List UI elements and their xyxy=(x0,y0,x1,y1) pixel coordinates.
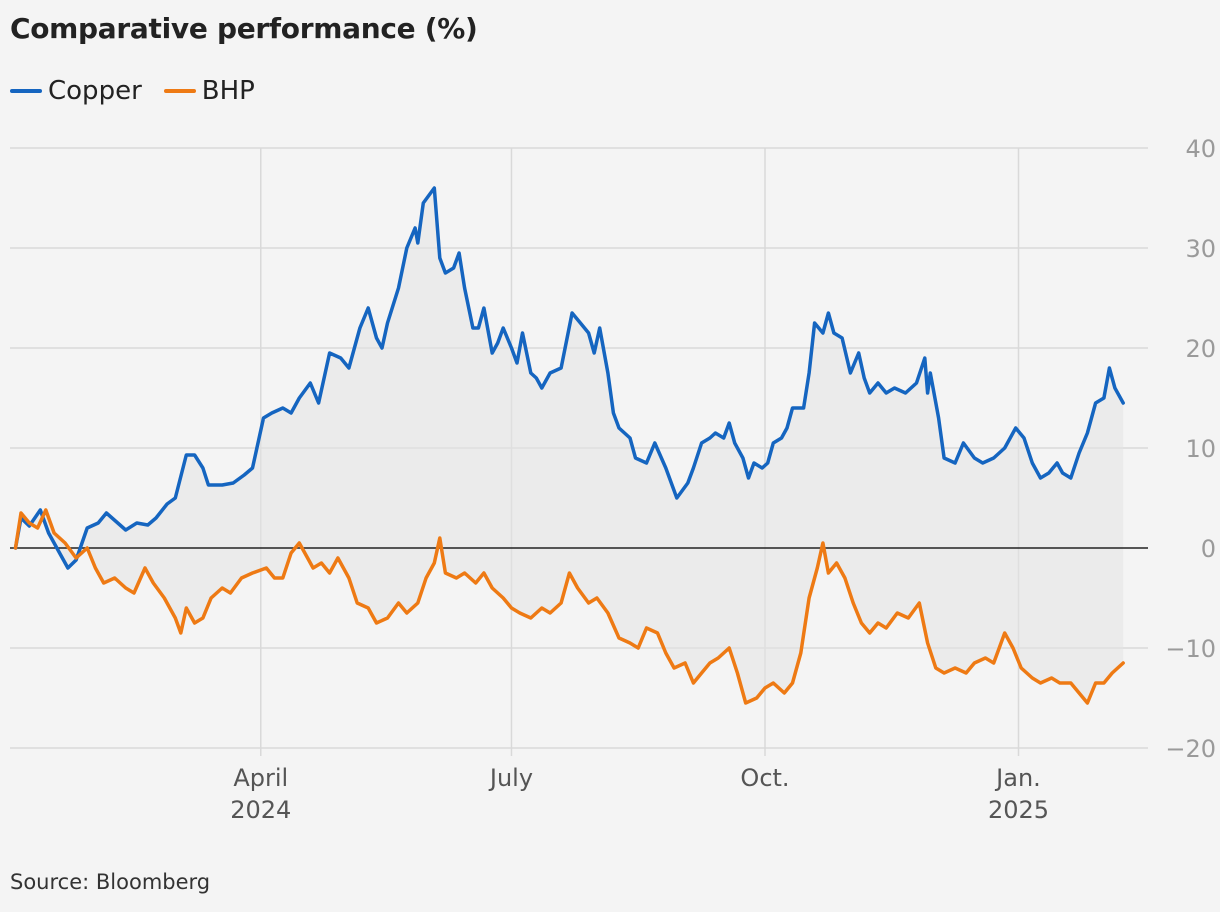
y-tick-label: −10 xyxy=(1165,635,1216,663)
legend-swatch-bhp xyxy=(163,89,196,93)
source-note: Source: Bloomberg xyxy=(10,870,211,894)
y-tick-label: 10 xyxy=(1185,435,1216,463)
legend-item-bhp: BHP xyxy=(163,76,255,106)
x-tick-label: July xyxy=(488,764,533,792)
y-tick-label: 40 xyxy=(1185,135,1216,163)
y-tick-label: 20 xyxy=(1185,335,1216,363)
x-tick-sublabel: 2024 xyxy=(230,796,291,824)
legend: Copper BHP xyxy=(10,76,277,106)
y-tick-label: 0 xyxy=(1201,535,1216,563)
x-tick-label: April xyxy=(233,764,288,792)
x-tick-sublabel: 2025 xyxy=(988,796,1049,824)
y-tick-label: 30 xyxy=(1185,235,1216,263)
legend-label-copper: Copper xyxy=(48,76,142,106)
legend-item-copper: Copper xyxy=(10,76,142,106)
y-tick-label: −20 xyxy=(1165,735,1216,763)
chart-title: Comparative performance (%) xyxy=(10,12,478,45)
legend-label-bhp: BHP xyxy=(201,76,255,106)
series-line-bhp xyxy=(13,508,1125,705)
x-tick-label: Oct. xyxy=(740,764,789,792)
legend-swatch-copper xyxy=(10,89,42,93)
x-tick-label: Jan. xyxy=(994,764,1041,792)
series-line-copper xyxy=(13,186,1125,570)
area-between-series xyxy=(15,188,1124,703)
